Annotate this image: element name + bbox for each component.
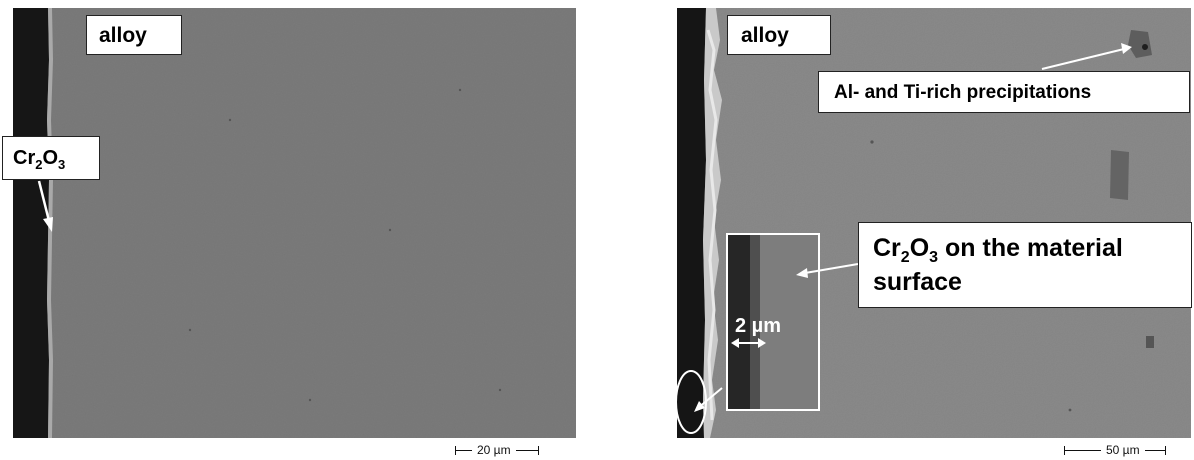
right-scale-bar: 50 µm xyxy=(1064,440,1166,460)
left-scale-bar: 20 µm xyxy=(455,440,539,460)
left-oxide-sub1: 2 xyxy=(35,157,43,172)
left-oxide-label: Cr2O3 xyxy=(2,136,100,180)
right-ellipse-to-inset-arrow xyxy=(694,387,723,412)
left-scale-bar-line-start xyxy=(456,449,472,451)
right-scale-bar-line-end xyxy=(1144,449,1165,451)
right-oxide-o: O xyxy=(909,234,930,262)
right-scale-bar-tick-start xyxy=(1064,445,1065,455)
right-scale-bar-text: 50 µm xyxy=(1106,443,1140,457)
left-scale-bar-line-end xyxy=(515,449,538,451)
left-scale-bar-tick-start xyxy=(455,445,456,455)
right-alloy-label: alloy xyxy=(727,15,831,55)
right-scale-bar-tick-end xyxy=(1164,445,1166,455)
right-inset-measure-arrow xyxy=(731,338,766,348)
right-alloy-label-text: alloy xyxy=(741,24,789,47)
right-oxide-label: Cr2O3 on the material surface xyxy=(858,222,1192,308)
left-oxide-arrow xyxy=(37,180,53,232)
left-micrograph-panel: alloy Cr2O3 20 µm xyxy=(0,0,590,459)
left-alloy-label-text: alloy xyxy=(99,24,147,47)
left-oxide-sub2: 3 xyxy=(58,157,66,172)
right-oxide-sub1: 2 xyxy=(900,249,910,266)
right-micrograph-panel: alloy Al- and Ti-rich precipitations Cr2… xyxy=(600,0,1194,459)
left-scale-bar-text: 20 µm xyxy=(477,443,511,457)
right-oxide-cr: Cr xyxy=(873,234,901,262)
right-inset-measure-text: 2 µm xyxy=(735,315,781,337)
left-scale-bar-tick-end xyxy=(537,445,539,455)
right-inset-frame xyxy=(726,233,820,411)
right-scale-bar-line-start xyxy=(1065,449,1101,451)
right-precipitation-label: Al- and Ti-rich precipitations xyxy=(818,71,1190,113)
right-precipitation-label-text: Al- and Ti-rich precipitations xyxy=(834,82,1092,103)
left-alloy-label: alloy xyxy=(86,15,182,55)
left-oxide-o: O xyxy=(42,147,59,169)
right-oxide-arrow xyxy=(796,263,859,278)
left-micrograph-image xyxy=(13,8,576,438)
right-oxide-rest: on the material xyxy=(938,234,1123,262)
right-oxide-sub2: 3 xyxy=(929,249,939,266)
right-oxide-label-line2: surface xyxy=(873,268,962,297)
right-oxide-label-line1: Cr2O3 on the material xyxy=(873,233,1191,267)
left-oxide-cr: Cr xyxy=(13,147,36,169)
right-precipitation-arrow xyxy=(1041,43,1132,70)
